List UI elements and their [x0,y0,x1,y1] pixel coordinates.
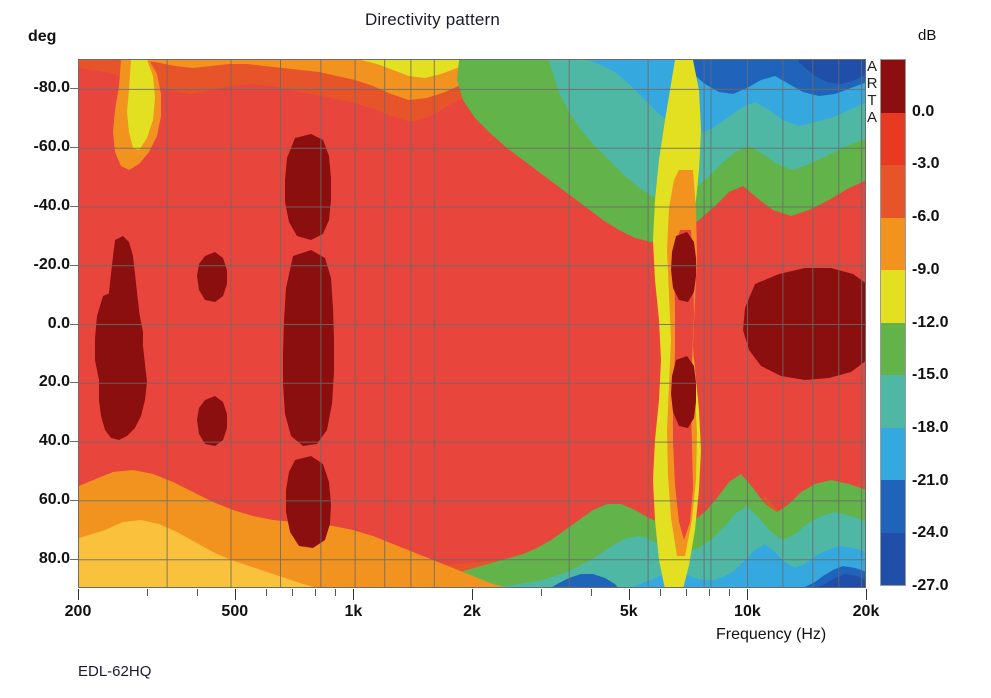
hotspot-7k-upper [671,232,696,302]
y-tick-label: 80.0 [38,549,70,567]
colorbar-segment [881,427,905,480]
grid-lines [79,60,865,587]
arta-letter: A [866,109,877,126]
x-tick-minor-mark [686,589,688,596]
x-tick-minor-mark [659,589,661,596]
y-tick-mark [70,147,78,149]
colorbar-tick-label: -6.0 [912,208,940,226]
x-tick-mark [353,589,355,600]
colorbar-title: dB [918,27,937,44]
x-tick-label: 20k [852,603,880,620]
x-tick-mark [472,589,473,600]
x-tick-mark [234,589,236,600]
y-tick-mark [70,441,78,443]
colorbar-tick-label: -21.0 [912,471,949,489]
hotspot-450-lower [197,396,227,446]
colorbar-labels: 0.0 -3.0 -6.0 -9.0 -12.0 -15.0 -18.0 -21.0 -24.0… [912,59,990,594]
x-tick-minor-mark [196,589,198,596]
x-tick-minor-mark [147,589,149,596]
arta-letter: A [866,58,877,75]
hotspot-lowfreq-core [95,290,143,398]
colorbar [880,59,906,586]
colorbar-segment [881,322,905,375]
x-axis-title: Frequency (Hz) [716,626,827,643]
colorbar-tick-label: 0.0 [912,102,935,120]
hotspot-800-lower [286,456,331,548]
arta-letter: T [867,92,877,109]
colorbar-segment [881,270,905,323]
x-tick-mark [78,589,79,600]
y-tick-label: 60.0 [38,490,70,508]
chart-caption: EDL-62HQ [78,663,152,680]
region-darkblue-lower [817,574,865,587]
colorbar-tick-label: -24.0 [912,524,949,542]
y-tick-label: -80.0 [33,79,70,97]
y-tick-mark [70,323,78,325]
colorbar-segment [881,217,905,270]
y-tick-mark [70,88,78,90]
contour-surface [79,60,865,587]
x-tick-label: 5k [619,603,638,620]
x-tick-label: 2k [463,603,481,620]
arta-letter: R [866,75,878,92]
colorbar-tick-label: -3.0 [912,155,940,173]
x-axis: 200 500 1k 2k 5k 10k 20k [65,589,879,629]
colorbar-tick-label: -12.0 [912,313,949,331]
fringe-left-upper-yellow [127,60,155,150]
x-tick-label: 10k [734,603,761,620]
hotspot-800-upper [285,134,331,240]
colorbar-segment [881,112,905,165]
colorbar-segment [881,532,905,585]
x-tick-mark [747,589,749,600]
y-tick-label: 40.0 [38,432,70,450]
y-tick-mark [70,264,78,266]
region-darkblue-upper [799,60,865,84]
y-tick-label: 20.0 [38,373,70,391]
colorbar-tick-label: -27.0 [912,577,949,594]
y-tick-label: -40.0 [33,196,70,214]
x-tick-minor-mark [315,589,317,596]
x-tick-label: 200 [64,603,92,620]
y-tick-mark [70,558,78,560]
hotspot-800-center [283,250,334,446]
y-axis-title: deg [28,28,57,45]
colorbar-segment [881,60,905,113]
colorbar-tick-label: -15.0 [912,366,949,384]
x-tick-minor-mark [541,589,543,596]
fringe-left-lower-yellow [79,520,314,587]
colorbar-tick-label: -18.0 [912,418,949,436]
colorbar-segment [881,375,905,428]
colorbar-tick-label: -9.0 [912,260,940,278]
x-tick-minor-mark [590,589,592,596]
hotspot-7k-lower [671,356,696,428]
region-blue-lower [631,544,865,587]
colorbar-segment [881,480,905,533]
y-axis: -80.0 -60.0 -40.0 -20.0 0.0 20.0 40.0 60.0 80.0 [0,59,78,588]
x-tick-label: 1k [344,603,363,620]
hotspot-450-upper [197,252,227,302]
y-tick-label: -20.0 [33,255,70,273]
y-tick-mark [70,499,78,501]
y-tick-label: -60.0 [33,138,70,156]
x-tick-minor-mark [335,589,337,596]
x-tick-mark [866,589,867,600]
x-tick-minor-mark [265,589,267,596]
colorbar-segment [881,165,905,218]
hotspot-right-edge [829,286,865,360]
x-tick-label: 500 [221,603,249,620]
x-tick-minor-mark [709,589,711,596]
y-tick-label: 0.0 [47,314,70,332]
chart-title: Directivity pattern [364,10,501,29]
x-tick-minor-mark [729,589,731,596]
y-tick-mark [70,205,78,207]
x-tick-mark [628,589,630,600]
y-tick-mark [70,382,78,384]
x-tick-minor-mark [292,589,294,596]
directivity-heatmap [78,59,866,588]
